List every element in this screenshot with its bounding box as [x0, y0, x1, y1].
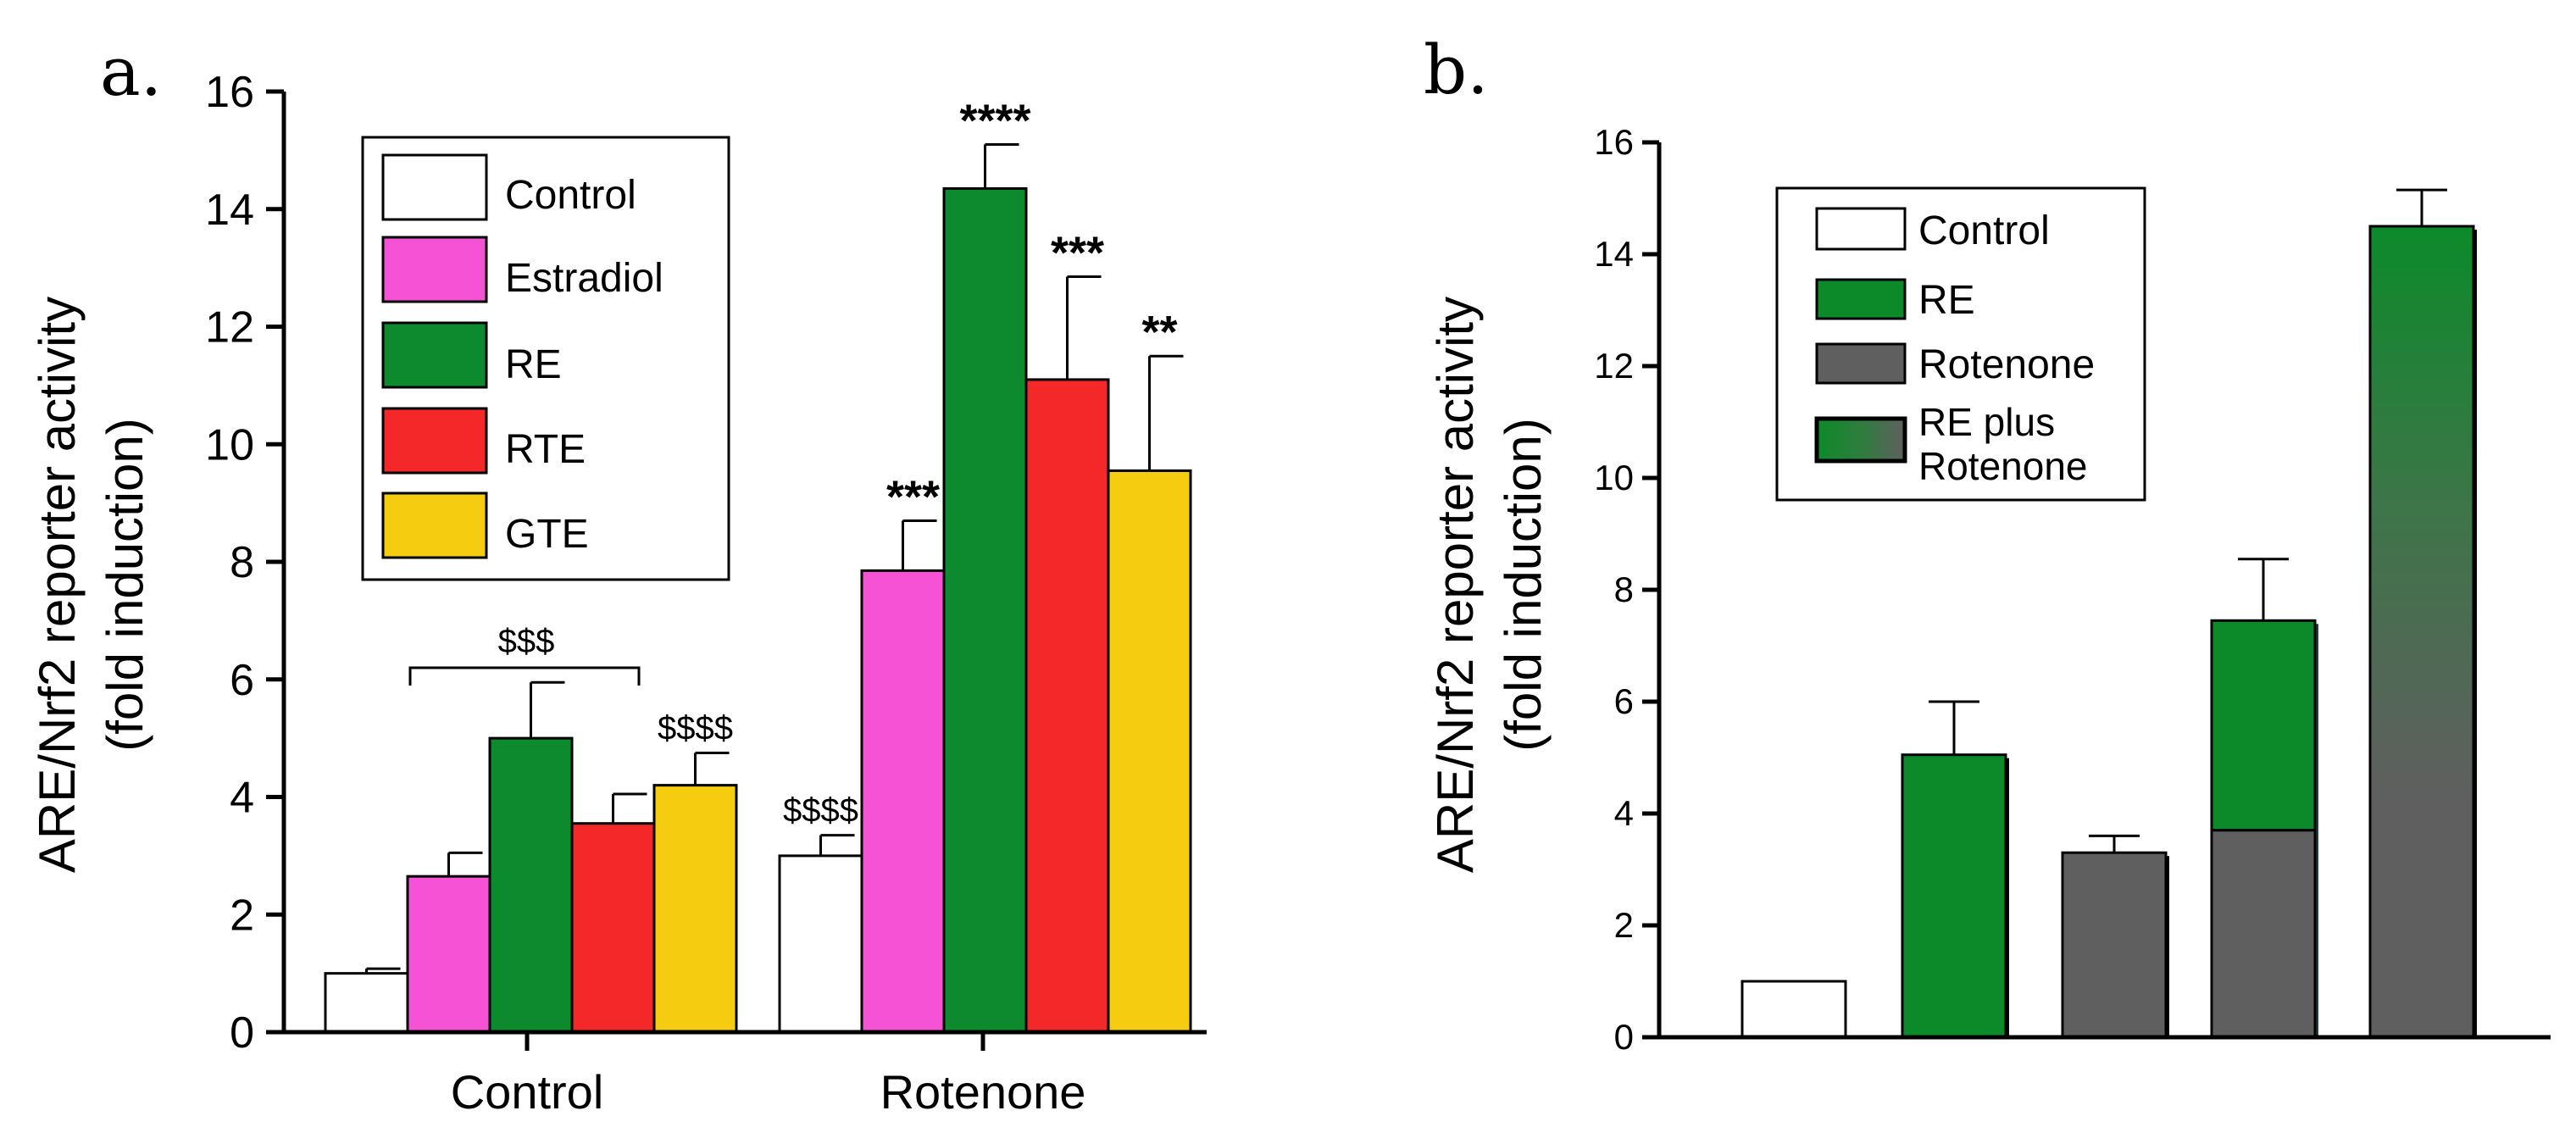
panel-a-bars [324, 186, 1192, 1034]
significance-label: $$$$ [658, 709, 733, 747]
legend-label-re: RE [505, 342, 562, 387]
panel-a-y-tick-label: 0 [230, 1008, 254, 1058]
legend-label-rotenone: Rotenone [1918, 342, 2095, 387]
bar-re [1901, 753, 2007, 1039]
bar-re-plus-rotenone-rotenone-segment [2210, 829, 2317, 1039]
panel-b-y-tick-label: 8 [1614, 569, 1634, 609]
legend-label-gte: GTE [505, 512, 589, 557]
legend-label-re: RE [1918, 278, 1975, 323]
bracket-line [408, 666, 641, 686]
legend-label-control: Control [1918, 208, 2050, 253]
panel-a-y-tick-label: 10 [205, 420, 254, 469]
panel-a-y-tick-label: 16 [205, 68, 254, 117]
panel-b-y-tick-label: 2 [1614, 905, 1634, 945]
panel-a-y-tick-label: 8 [230, 538, 254, 587]
panel-a: a. ARE/Nrf2 reporter activity (fold indu… [29, 32, 1207, 1119]
panel-a-legend: Control Estradiol RE RTE GTE [361, 136, 730, 581]
panel-a-ylabel-line2: (fold induction) [97, 418, 153, 752]
bar-estradiol-rotenone [860, 569, 946, 1034]
panel-a-label: a. [100, 32, 162, 111]
significance-label: **** [959, 95, 1030, 146]
panel-a-ylabel-line1: ARE/Nrf2 reporter activity [29, 297, 86, 873]
bar-gte-control [652, 784, 738, 1034]
panel-b-y-ticks: 0 2 4 6 8 10 12 14 16 [1594, 122, 1659, 1057]
panel-b-y-tick-label: 0 [1614, 1017, 1634, 1057]
legend-swatch-re-plus-rotenone [1814, 416, 1907, 464]
panel-b-ylabel-line1: ARE/Nrf2 reporter activity [1427, 297, 1484, 873]
legend-label-rte: RTE [505, 427, 586, 472]
bar-re-plus-rotenone-combined- [2368, 225, 2475, 1039]
panel-b-error-bars [1929, 188, 2447, 853]
legend-swatch-rte [381, 407, 488, 475]
legend-swatch-control [1815, 207, 1907, 251]
panel-b-y-tick-label: 16 [1594, 122, 1634, 162]
bracket-label: $$$ [498, 623, 555, 660]
panel-a-y-tick-label: 14 [205, 186, 254, 235]
bar-rotenone [2061, 851, 2168, 1039]
legend-label-rotenone-2: Rotenone [1918, 444, 2088, 488]
panel-a-xtick-label-control: Control [451, 1065, 604, 1119]
bar-control [1740, 980, 1847, 1039]
panel-b-label: b. [1424, 31, 1489, 109]
panel-b-y-tick-label: 14 [1594, 234, 1634, 274]
panel-a-error-bars [365, 142, 1184, 974]
legend-label-estradiol: Estradiol [505, 256, 663, 301]
bar-control-control [324, 972, 409, 1034]
legend-swatch-re [381, 321, 488, 389]
panel-b-ylabel-line2: (fold induction) [1495, 418, 1552, 752]
panel-b-bars [1740, 225, 2477, 1039]
legend-swatch-control [381, 153, 488, 221]
legend-label-re-plus: RE plus [1918, 400, 2055, 444]
bar-re-control [488, 736, 574, 1034]
legend-swatch-estradiol [381, 236, 488, 303]
panel-b-y-tick-label: 10 [1594, 458, 1634, 497]
bar-re-plus-rotenone-re-segment [2210, 619, 2317, 832]
panel-b-y-tick-label: 4 [1614, 793, 1634, 833]
panel-b-y-tick-label: 6 [1614, 681, 1634, 721]
legend-label-control: Control [505, 173, 636, 218]
panel-b-legend: Control RE Rotenone RE plus Rotenone [1775, 186, 2146, 502]
bar-rte-control [570, 822, 656, 1034]
significance-label: *** [886, 471, 940, 522]
bar-rte-rotenone [1024, 378, 1110, 1034]
panel-a-y-tick-label: 4 [230, 774, 254, 823]
panel-a-y-tick-label: 12 [205, 303, 254, 353]
panel-b-y-tick-label: 12 [1594, 346, 1634, 386]
legend-swatch-gte [381, 491, 488, 559]
panel-a-xtick-label-rotenone: Rotenone [880, 1065, 1086, 1119]
bar-estradiol-control [406, 875, 491, 1034]
bar-control-rotenone [778, 854, 863, 1034]
legend-swatch-rotenone [1815, 342, 1907, 385]
panel-a-annotations: $$$$$$$$************ [658, 95, 1178, 829]
panel-a-y-tick-label: 6 [230, 656, 254, 705]
panel-a-bracket: $$$ [408, 623, 641, 686]
legend-swatch-re [1815, 278, 1907, 320]
significance-label: *** [1051, 228, 1104, 279]
panel-a-y-ticks: 0 2 4 6 8 10 12 14 16 [205, 68, 284, 1058]
significance-label: $$$$ [783, 792, 858, 830]
panel-a-y-tick-label: 2 [230, 891, 254, 940]
panel-b: b. ARE/Nrf2 reporter activity (fold indu… [1424, 31, 2551, 1057]
significance-label: ** [1141, 307, 1177, 358]
bar-gte-rotenone [1107, 469, 1192, 1034]
bar-re-rotenone [942, 186, 1028, 1034]
